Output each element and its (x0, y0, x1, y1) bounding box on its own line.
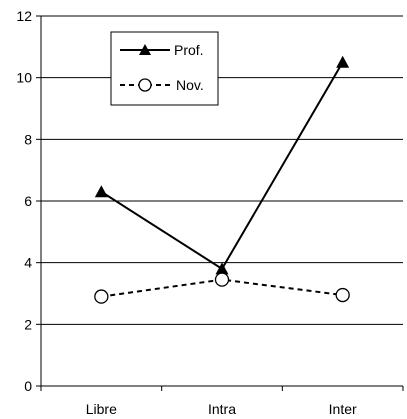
legend-marker-prof (139, 44, 151, 55)
point-prof-intra (215, 262, 229, 275)
point-prof-inter (336, 55, 350, 68)
x-axis: Libre Intra Inter (40, 385, 404, 417)
legend: Prof. Nov. (110, 31, 219, 106)
y-tick-label-0: 0 (24, 378, 32, 394)
gridlines (41, 15, 403, 325)
legend-label-prof: Prof. (174, 42, 204, 58)
y-tick-label-2: 4 (24, 255, 32, 271)
x-tick-label-intra: Intra (208, 401, 236, 417)
legend-label-nov: Nov. (176, 77, 204, 93)
point-nov-intra (214, 272, 230, 287)
x-tick-label-inter: Inter (329, 401, 357, 417)
point-prof-libre (94, 185, 108, 198)
legend-box (110, 31, 219, 106)
x-tick-label-libre: Libre (86, 401, 117, 417)
y-tick-label-6: 12 (16, 8, 32, 24)
y-tick-label-1: 2 (24, 316, 32, 332)
y-axis: 0 2 4 6 8 10 12 (16, 8, 42, 394)
y-tick-label-4: 8 (24, 131, 32, 147)
point-nov-inter (335, 287, 350, 303)
point-nov-libre (94, 289, 109, 304)
y-tick-label-3: 6 (24, 193, 32, 209)
series-layer (94, 55, 350, 304)
legend-marker-nov (138, 78, 152, 92)
y-tick-label-5: 10 (16, 70, 32, 86)
